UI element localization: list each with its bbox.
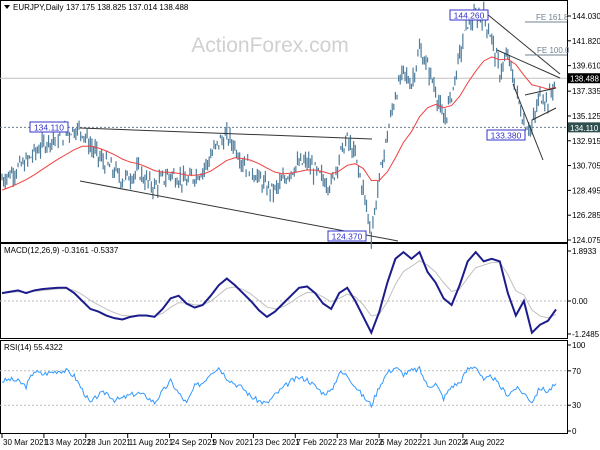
date-axis-label: 30 Mar 2021 <box>3 438 48 447</box>
price-annotation-box <box>327 230 367 242</box>
price-axis-label: 124.075 <box>572 236 600 245</box>
price-annotation-box <box>486 129 526 141</box>
price-annotation-label: 144.260 <box>454 11 485 21</box>
trendline <box>496 49 561 79</box>
price-axis-label: 135.125 <box>572 112 600 121</box>
price-axis-label: 126.285 <box>572 211 600 220</box>
rsi-layer <box>0 365 567 409</box>
date-axis-label: 11 Aug 2021 <box>129 438 174 447</box>
rsi-axis-label: 100 <box>572 341 586 350</box>
macd-panel <box>0 243 568 339</box>
dropdown-triangle-icon[interactable] <box>4 5 10 9</box>
ohlc-values: 137.175 138.825 137.014 138.488 <box>66 3 189 12</box>
price-axis-label: 144.030 <box>572 12 600 21</box>
trendline <box>524 87 557 96</box>
macd-line <box>1 250 557 336</box>
current-price-value: 138.488 <box>570 75 599 84</box>
rsi-line <box>1 365 557 409</box>
trendline <box>531 107 557 121</box>
price-axis-label: 141.820 <box>572 37 600 46</box>
price-annotation-label: 133.380 <box>491 131 522 141</box>
price-annotation-label: 124.370 <box>332 232 363 242</box>
support-level-badge <box>568 122 600 133</box>
support-level-value: 134.110 <box>570 124 599 133</box>
date-axis-label: 23 Dec 2021 <box>254 438 300 447</box>
watermark: ActionForex.com <box>191 34 349 57</box>
price-annotation-label: 134.110 <box>34 123 64 133</box>
rsi-panel <box>0 340 568 434</box>
date-axis-label: 4 Aug 2022 <box>464 438 505 447</box>
date-axis-label: 9 Nov 2021 <box>213 438 254 447</box>
symbol-label: EURJPY,Daily <box>13 3 64 12</box>
date-axis-label: 23 Mar 2022 <box>338 438 383 447</box>
macd-axis-label: 1.8933 <box>572 247 597 256</box>
macd-layer <box>0 250 567 336</box>
axis-layer: 144.030 141.820 139.610 137.335 135.125 132.9… <box>1 12 600 447</box>
price-annotation-box <box>449 9 489 21</box>
macd-title: MACD(12,26,9) -0.3161 -0.5337 <box>4 246 119 255</box>
price-axis-label: 128.495 <box>572 186 600 195</box>
trendline <box>512 83 544 161</box>
date-axis-label: 7 Feb 2022 <box>296 438 337 447</box>
price-axis-label: 132.915 <box>572 137 600 146</box>
date-axis-label: 24 Sep 2021 <box>171 438 217 447</box>
date-axis-label: 6 May 2022 <box>380 438 422 447</box>
price-layer: FE 161.8 FE 100.0 134.110 144.260 133.380 124… <box>0 1 570 249</box>
date-axis-label: 28 Jun 2021 <box>87 438 132 447</box>
price-panel <box>0 0 568 243</box>
price-axis-label: 139.610 <box>572 62 600 71</box>
moving-average-line <box>1 56 557 191</box>
price-annotation-box <box>29 121 69 133</box>
trendline <box>486 13 561 75</box>
date-axis-label: 21 Jun 2022 <box>422 438 467 447</box>
macd-axis-label: 0.00 <box>572 297 588 306</box>
rsi-title: RSI(14) 55.4322 <box>4 343 63 352</box>
fib-100-label: FE 100.0 <box>537 46 570 55</box>
current-price-badge <box>568 73 600 84</box>
fib-161-label: FE 161.8 <box>536 13 569 22</box>
price-axis-label: 137.335 <box>572 87 600 96</box>
date-axis-label: 13 May 2021 <box>45 438 92 447</box>
rsi-axis-label: 0 <box>572 427 577 436</box>
price-axis-label: 130.705 <box>572 162 600 171</box>
rsi-axis-label: 30 <box>572 401 581 410</box>
trendline <box>79 127 373 140</box>
rsi-axis-label: 70 <box>572 367 581 376</box>
macd-axis-label: -1.2485 <box>572 330 600 339</box>
